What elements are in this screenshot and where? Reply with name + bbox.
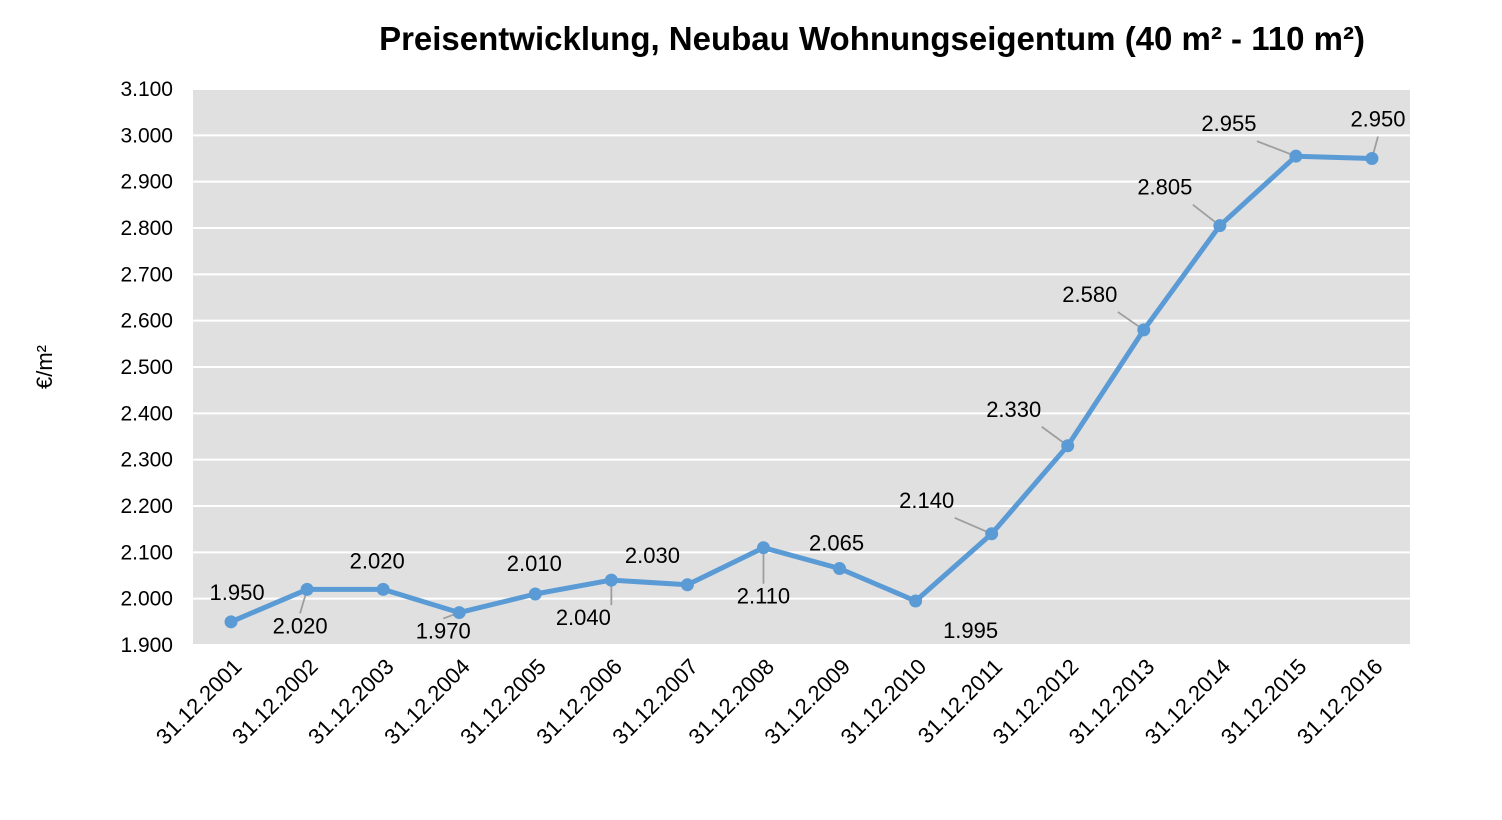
data-point	[1289, 149, 1303, 163]
x-axis-ticks: 31.12.200131.12.200231.12.200331.12.2004…	[151, 654, 1387, 750]
y-tick-label: 2.600	[120, 310, 173, 333]
y-tick-label: 2.000	[120, 588, 173, 611]
y-tick-label: 2.700	[120, 263, 173, 286]
data-label: 2.330	[986, 397, 1041, 422]
y-tick-label: 2.400	[120, 402, 173, 425]
leader-line	[1256, 140, 1297, 158]
data-label: 2.030	[625, 543, 680, 568]
data-labels: 1.950 2.020 2.020 1.970 2.010 2.040 2.030 2.110…	[210, 107, 1406, 644]
gridlines	[193, 88, 1410, 646]
data-point	[1137, 323, 1151, 337]
data-label: 2.020	[350, 548, 405, 573]
data-label: 2.040	[556, 605, 611, 630]
data-label: 2.950	[1350, 107, 1405, 132]
data-point	[756, 541, 770, 555]
data-label: 2.805	[1137, 175, 1192, 200]
data-point	[528, 587, 542, 601]
data-label: 2.110	[737, 584, 790, 609]
data-point	[833, 562, 847, 576]
y-tick-label: 2.100	[120, 541, 173, 564]
data-point	[452, 606, 466, 620]
y-tick-label: 3.100	[120, 78, 173, 101]
data-point	[680, 578, 694, 592]
data-point	[1213, 219, 1227, 233]
chart-title: Preisentwicklung, Neubau Wohnungseigentu…	[379, 20, 1365, 57]
y-tick-label: 2.900	[120, 171, 173, 194]
data-point	[985, 527, 999, 541]
data-label: 2.580	[1062, 282, 1117, 307]
data-point	[909, 594, 923, 608]
y-tick-label: 2.800	[120, 217, 173, 240]
data-label: 2.065	[809, 531, 864, 556]
leader-line	[954, 516, 993, 535]
data-point	[1365, 152, 1379, 165]
y-tick-label: 3.000	[120, 124, 173, 147]
data-point	[376, 582, 390, 596]
y-axis-label: €/m²	[32, 345, 57, 389]
y-tick-label: 2.200	[120, 495, 173, 518]
data-label: 2.140	[899, 488, 954, 513]
data-point	[224, 615, 238, 629]
data-point	[604, 573, 618, 587]
data-point	[1061, 439, 1075, 453]
series-line	[228, 153, 1375, 625]
y-axis-ticks: 1.900 2.000 2.100 2.200 2.300 2.400 2.500 2.600…	[120, 78, 173, 657]
data-label: 1.995	[943, 618, 998, 643]
data-label: 2.955	[1201, 111, 1256, 136]
y-tick-label: 2.500	[120, 356, 173, 379]
data-point	[300, 582, 314, 596]
data-label: 2.020	[273, 613, 328, 638]
y-tick-label: 1.900	[120, 634, 173, 657]
data-label: 1.970	[416, 619, 471, 644]
data-label: 1.950	[210, 580, 265, 605]
price-series	[224, 149, 1379, 629]
data-label: 2.010	[507, 551, 562, 576]
y-tick-label: 2.300	[120, 449, 173, 472]
